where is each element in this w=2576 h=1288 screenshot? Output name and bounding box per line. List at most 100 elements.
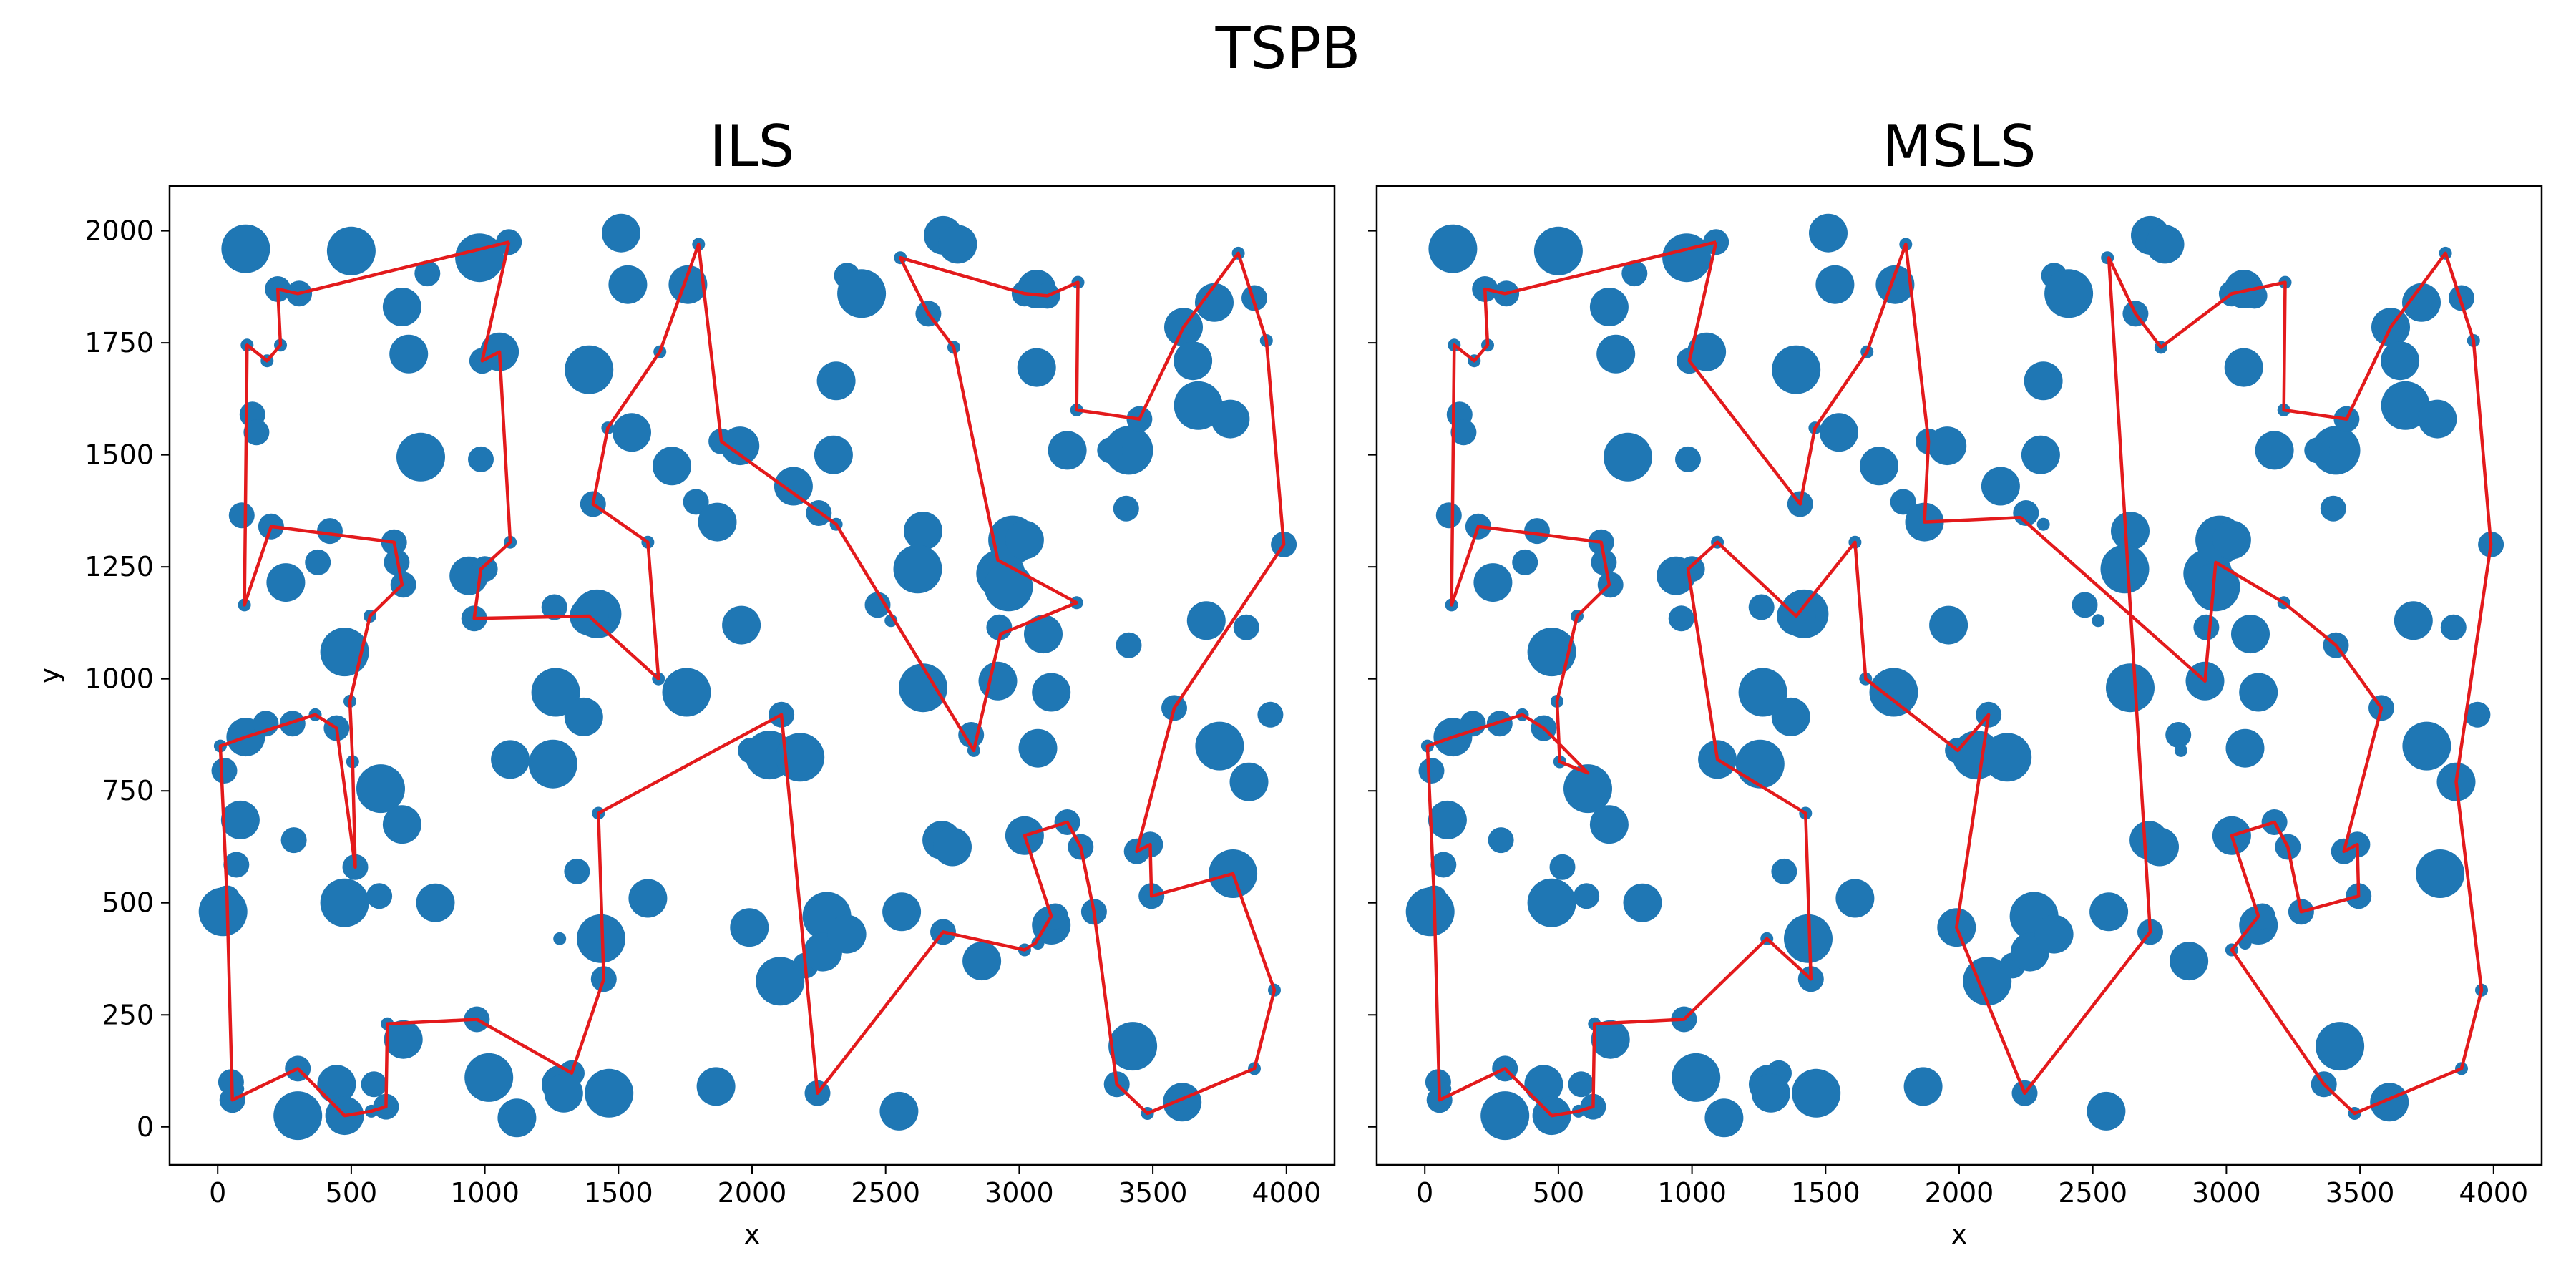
node-point — [1875, 265, 1915, 304]
node-point — [2036, 517, 2050, 531]
node-point — [2140, 827, 2179, 867]
node-point — [1116, 632, 1142, 658]
node-point — [2089, 892, 2129, 932]
node-point — [2100, 545, 2150, 594]
node-point — [2440, 614, 2467, 640]
route-line — [1425, 240, 2493, 1118]
node-point — [613, 413, 651, 452]
y-axis-label: y — [34, 668, 65, 684]
node-point — [2087, 1091, 2126, 1131]
node-point — [662, 668, 711, 717]
node-point — [2174, 743, 2187, 757]
y-tick-label: 0 — [137, 1111, 154, 1143]
y-tick-label: 1500 — [84, 439, 154, 471]
node-point — [1869, 668, 1918, 717]
node-point — [1890, 489, 1916, 515]
node-point — [2044, 269, 2094, 318]
node-point — [1903, 1067, 1943, 1106]
node-point — [2402, 283, 2441, 322]
node-point — [608, 265, 648, 304]
x-tick-label: 4000 — [2459, 1177, 2528, 1209]
node-point — [721, 426, 760, 466]
node-point — [816, 361, 856, 401]
node-point — [864, 592, 891, 618]
x-tick-label: 3000 — [985, 1177, 1054, 1209]
node-point — [722, 605, 761, 645]
node-point — [356, 764, 405, 814]
node-point — [1533, 226, 1583, 275]
node-point — [1835, 879, 1875, 918]
node-point — [1005, 520, 1044, 560]
x-tick-label: 2000 — [718, 1177, 787, 1209]
node-point — [628, 879, 668, 918]
y-tick-label: 500 — [102, 887, 154, 919]
node-point — [1604, 432, 1652, 482]
node-point — [1428, 800, 1467, 839]
node-point — [320, 628, 369, 677]
node-point — [1163, 1083, 1202, 1122]
x-tick-label: 2000 — [1925, 1177, 1994, 1209]
node-point — [2316, 1022, 2365, 1071]
node-point — [1104, 426, 1153, 475]
node-point — [2145, 225, 2185, 264]
node-point — [774, 467, 813, 506]
route-line — [218, 240, 1286, 1118]
node-point — [221, 224, 270, 273]
x-tick-label: 3500 — [1118, 1177, 1188, 1209]
node-point — [984, 562, 1033, 612]
node-point — [2311, 426, 2361, 475]
x-axis-label: x — [1951, 1219, 1968, 1250]
node-point — [1257, 701, 1284, 728]
node-point — [2165, 722, 2192, 748]
node-point — [472, 556, 498, 582]
node-point — [564, 858, 590, 884]
node-point — [528, 739, 577, 789]
node-point — [1981, 467, 2020, 506]
x-tick-label: 3500 — [2326, 1177, 2395, 1209]
node-point — [2034, 914, 2074, 954]
node-point — [1704, 1098, 1744, 1138]
node-point — [2255, 431, 2294, 470]
node-point — [962, 942, 1002, 981]
node-point — [683, 489, 709, 515]
node-point — [2170, 942, 2209, 981]
node-point — [2304, 437, 2331, 464]
node-point — [2013, 500, 2039, 526]
node-point — [1113, 495, 1139, 522]
node-point — [696, 1067, 736, 1106]
node-point — [544, 1073, 583, 1113]
node-point — [2381, 341, 2420, 381]
node-point — [653, 447, 691, 486]
x-axis-label: x — [744, 1219, 761, 1250]
node-point — [1527, 878, 1576, 927]
node-point — [899, 663, 947, 713]
node-point — [2092, 614, 2105, 628]
node-point — [1097, 437, 1123, 464]
node-point — [2231, 615, 2270, 654]
node-point — [1405, 887, 1455, 937]
node-point — [1233, 614, 1259, 640]
node-point — [1048, 431, 1087, 470]
y-tick-label: 1250 — [84, 551, 154, 582]
node-point — [211, 758, 238, 784]
node-point — [2418, 399, 2457, 439]
node-point — [1450, 419, 1477, 446]
node-point — [2193, 614, 2220, 640]
node-point — [1018, 728, 1058, 768]
x-tick-label: 500 — [326, 1177, 378, 1209]
node-point — [1211, 399, 1250, 439]
node-point — [1527, 628, 1576, 677]
node-point — [1589, 805, 1629, 844]
node-point — [2239, 673, 2278, 712]
x-tick-label: 2500 — [851, 1177, 920, 1209]
node-point — [1596, 334, 1636, 374]
node-point — [1748, 594, 1775, 620]
node-point — [1549, 854, 1576, 880]
node-point — [933, 827, 972, 867]
node-point — [1418, 758, 1445, 784]
x-tick-label: 2500 — [2058, 1177, 2127, 1209]
node-point — [1512, 549, 1538, 575]
node-point — [1563, 764, 1612, 814]
node-point — [837, 269, 887, 318]
node-point — [1860, 447, 1898, 486]
